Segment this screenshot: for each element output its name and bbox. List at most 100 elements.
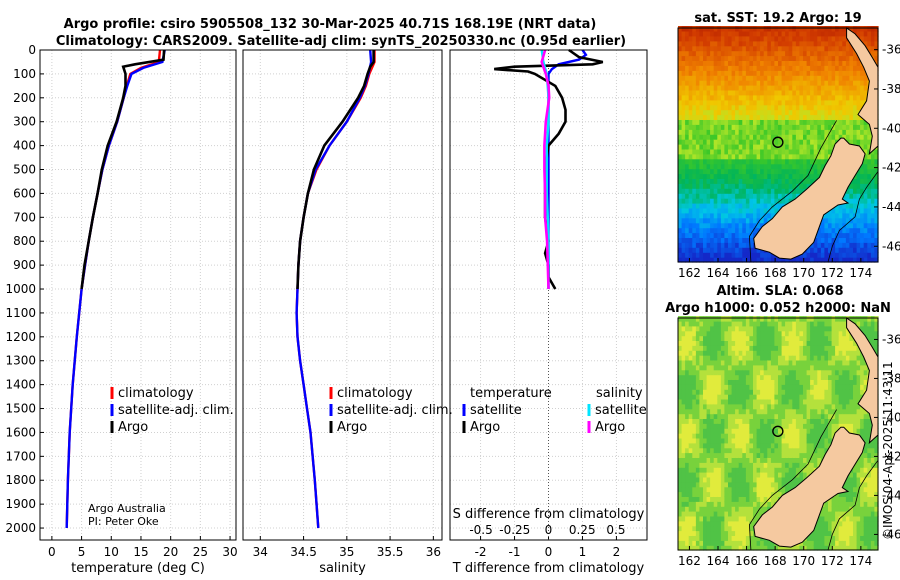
heatmap-cell (692, 203, 697, 209)
heatmap-cell (703, 94, 708, 101)
heatmap-cell (756, 75, 761, 81)
heatmap-cell (810, 418, 815, 424)
heatmap-cell (695, 212, 701, 219)
heatmap-cell (778, 163, 783, 170)
heatmap-cell (828, 389, 833, 395)
heatmap-cell (695, 379, 701, 385)
heatmap-cell (735, 114, 740, 120)
heatmap-cell (828, 55, 833, 61)
heatmap-cell (860, 173, 865, 179)
heatmap-cell (820, 350, 826, 356)
heatmap-cell (720, 183, 726, 189)
heatmap-cell (863, 30, 868, 37)
heatmap-cell (828, 148, 833, 155)
heatmap-cell (835, 89, 840, 96)
heatmap-cell (706, 134, 711, 140)
heatmap-cell (710, 242, 715, 248)
heatmap-cell (735, 486, 740, 493)
heatmap-cell (720, 530, 726, 536)
heatmap-cell (731, 540, 736, 546)
heatmap-cell (778, 193, 783, 199)
heatmap-cell (703, 252, 708, 258)
heatmap-cell (706, 26, 711, 32)
heatmap-cell (735, 403, 740, 410)
heatmap-cell (728, 511, 733, 517)
heatmap-cell (731, 129, 736, 135)
heatmap-cell (688, 515, 693, 522)
heatmap-cell (828, 217, 833, 224)
heatmap-cell (795, 394, 801, 400)
heatmap-cell (699, 355, 704, 361)
heatmap-cell (788, 30, 793, 37)
heatmap-cell (706, 227, 711, 234)
heatmap-cell (703, 89, 708, 96)
heatmap-cell (710, 109, 715, 116)
heatmap-cell (738, 515, 743, 522)
heatmap-cell (710, 413, 715, 419)
heatmap-cell (756, 447, 761, 454)
heatmap-cell (720, 163, 726, 170)
heatmap-cell (760, 144, 765, 150)
heatmap-cell (831, 94, 836, 101)
heatmap-cell (724, 153, 729, 160)
heatmap-cell (735, 173, 740, 179)
heatmap-cell (820, 50, 826, 57)
heatmap-cell (706, 355, 711, 361)
heatmap-cell (713, 139, 718, 145)
heatmap-cell (795, 374, 801, 380)
heatmap-cell (778, 134, 783, 140)
heatmap-cell (681, 124, 686, 130)
heatmap-cell (795, 178, 801, 184)
heatmap-cell (795, 60, 801, 66)
heatmap-cell (835, 252, 840, 258)
heatmap-cell (678, 134, 683, 140)
heatmap-cell (728, 30, 733, 37)
heatmap-cell (753, 515, 758, 522)
heatmap-cell (724, 70, 729, 76)
heatmap-cell (745, 144, 751, 150)
heatmap-cell (710, 139, 715, 145)
heatmap-cell (713, 476, 718, 483)
heatmap-cell (749, 447, 754, 454)
heatmap-cell (803, 85, 808, 91)
heatmap-cell (763, 501, 768, 507)
heatmap-cell (678, 379, 683, 385)
heatmap-cell (799, 389, 804, 395)
heatmap-cell (806, 55, 811, 61)
heatmap-cell (795, 545, 801, 551)
heatmap-cell (853, 134, 858, 140)
heatmap-cell (724, 173, 729, 179)
heatmap-cell (770, 144, 776, 150)
heatmap-cell (749, 472, 754, 478)
heatmap-cell (717, 139, 722, 145)
heatmap-cell (745, 520, 751, 527)
heatmap-cell (688, 447, 693, 454)
heatmap-cell (845, 232, 851, 238)
heatmap-cells (678, 26, 879, 263)
heatmap-cell (724, 350, 729, 356)
heatmap-cell (713, 403, 718, 410)
heatmap-cell (738, 350, 743, 356)
heatmap-cell (713, 119, 718, 125)
heatmap-cell (713, 217, 718, 224)
heatmap-cell (817, 153, 822, 160)
heatmap-cell (806, 350, 811, 356)
heatmap-cell (745, 70, 751, 76)
heatmap-cell (678, 212, 683, 219)
heatmap-cell (824, 109, 829, 116)
heatmap-cell (817, 40, 822, 47)
heatmap-cell (795, 350, 801, 356)
heatmap-cell (785, 335, 790, 341)
heatmap-cell (763, 50, 768, 57)
heatmap-cell (724, 183, 729, 189)
heatmap-cell (692, 99, 697, 106)
heatmap-cell (806, 70, 811, 76)
heatmap-cell (742, 496, 747, 502)
heatmap-cell (688, 511, 693, 517)
heatmap-cell (731, 481, 736, 488)
heatmap-cell (856, 80, 861, 86)
y-tick-label: 2000 (5, 521, 36, 535)
heatmap-cell (738, 496, 743, 502)
heatmap-cell (738, 335, 743, 341)
heatmap-cell (703, 85, 708, 91)
